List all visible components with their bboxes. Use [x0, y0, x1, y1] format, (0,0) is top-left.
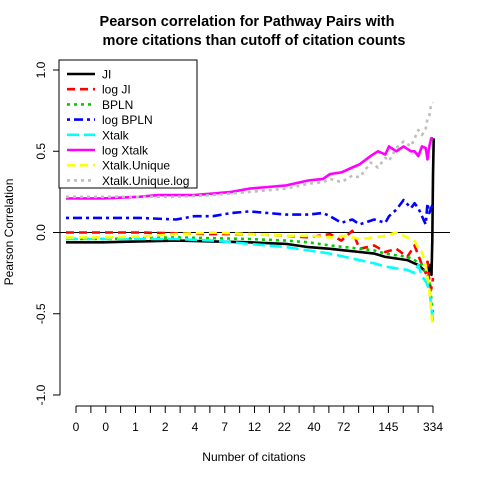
x-tick-label: 1 [132, 420, 139, 434]
y-tick-label: -0.5 [34, 303, 48, 324]
y-tick-label: 0.5 [34, 143, 48, 160]
legend-label: log BPLN [102, 113, 153, 127]
series-line-xtalk-unique [66, 231, 435, 327]
legend-label: Xtalk.Unique.log [102, 174, 189, 188]
y-tick-label: -1.0 [34, 384, 48, 405]
x-axis-label: Number of citations [202, 450, 305, 464]
x-tick-label: 2 [162, 420, 169, 434]
y-tick-label: 0.0 [34, 224, 48, 241]
series-line-log-xtalk [66, 137, 433, 200]
legend-label: log JI [102, 83, 131, 97]
series-line-bpln [66, 236, 435, 314]
legend-box [58, 59, 198, 189]
legend-label: BPLN [102, 98, 133, 112]
x-tick-label: 12 [248, 420, 262, 434]
x-tick-label: 72 [337, 420, 351, 434]
x-tick-label: 7 [221, 420, 228, 434]
y-axis: -1.0 -0.5 0.0 0.5 1.0 [34, 61, 61, 405]
chart-title-line-1: Pearson correlation for Pathway Pairs wi… [100, 14, 395, 30]
x-tick-label: 22 [278, 420, 292, 434]
x-tick-label: 4 [192, 420, 199, 434]
y-axis-label: Pearson Correlation [2, 179, 16, 286]
chart-title-line-2: more citations than cutoff of citation c… [103, 33, 406, 49]
series-lines [66, 101, 435, 327]
x-tick-label: 0 [73, 420, 80, 434]
legend-label: Xtalk.Unique [102, 159, 170, 173]
series-line-xtalk [66, 237, 435, 323]
legend-label: Xtalk [102, 128, 130, 142]
x-axis: 0 0 1 2 4 7 12 22 40 72 145 334 [73, 405, 443, 434]
x-tick-label: 145 [378, 420, 398, 434]
legend-label: log Xtalk [102, 144, 149, 158]
x-tick-label: 40 [307, 420, 321, 434]
x-tick-label: 0 [102, 420, 109, 434]
series-line-xtalk-unique-log [66, 101, 434, 199]
x-tick-label: 334 [423, 420, 443, 434]
y-tick-label: 1.0 [34, 61, 48, 78]
legend-label: JI [102, 68, 111, 82]
series-line-log-bpln [66, 198, 435, 226]
